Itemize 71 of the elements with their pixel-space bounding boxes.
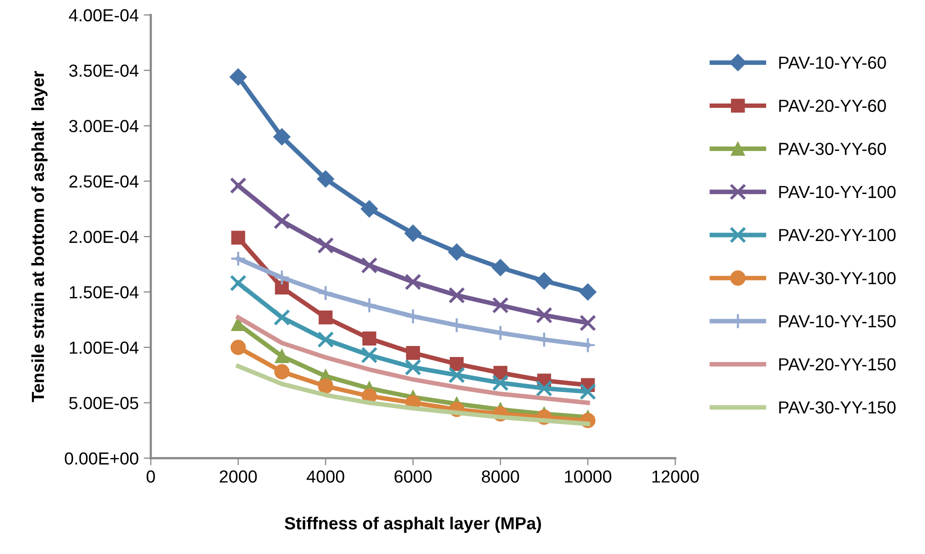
point — [448, 366, 466, 384]
point — [274, 280, 289, 294]
point — [579, 283, 596, 301]
point — [317, 331, 334, 348]
y-tick-label: 2.00E-04 — [69, 230, 138, 244]
legend-label: PAV-20-YY-60 — [779, 100, 886, 112]
legend-label: PAV-20-YY-150 — [779, 358, 896, 370]
point — [274, 309, 290, 326]
point — [404, 274, 422, 290]
point — [230, 274, 247, 292]
point — [406, 346, 420, 360]
point — [404, 224, 422, 242]
y-axis-title: Tensile strain at bottom of asphalt layer — [31, 71, 48, 402]
y-tick-label: 5.00E-05 — [69, 396, 138, 410]
point — [536, 380, 552, 397]
point — [274, 212, 290, 230]
line-series — [236, 315, 590, 405]
point — [448, 244, 466, 261]
point — [231, 317, 246, 332]
legend-label: PAV-30-YY-60 — [779, 142, 886, 156]
point — [274, 349, 289, 364]
legend-label: PAV-10-YY-60 — [779, 56, 886, 69]
point — [580, 383, 596, 400]
legend-label: PAV-30-YY-150 — [779, 401, 896, 414]
x-tick-label: 2000 — [220, 470, 257, 483]
legend-label: PAV-10-YY-100 — [779, 186, 896, 198]
point — [536, 272, 553, 290]
x-tick-label: 12000 — [652, 470, 699, 483]
y-tick-label: 3.50E-04 — [69, 64, 138, 77]
y-tick-label: 1.00E-04 — [70, 342, 138, 354]
x-tick-label: 0 — [146, 470, 155, 483]
point — [492, 259, 509, 276]
y-tick-label: 2.50E-04 — [69, 175, 138, 188]
x-tick-label: 8000 — [482, 470, 520, 483]
y-tick-label: 1.50E-04 — [70, 286, 138, 298]
x-tick-label: 10000 — [565, 470, 612, 483]
point — [230, 177, 247, 194]
point — [273, 128, 290, 146]
point — [360, 346, 378, 364]
point — [492, 296, 509, 314]
y-tick-label: 0.00E+00 — [64, 452, 138, 465]
point — [536, 306, 552, 324]
point — [274, 270, 290, 286]
x-tick-label: 4000 — [306, 470, 344, 483]
legend-label: PAV-10-YY-150 — [779, 315, 896, 328]
y-tick-label: 3.00E-04 — [69, 120, 138, 132]
point — [360, 200, 378, 218]
x-tick-label: 6000 — [394, 470, 432, 483]
point — [580, 314, 596, 332]
point — [361, 297, 378, 314]
point — [448, 317, 465, 334]
point — [404, 358, 422, 376]
point — [230, 340, 246, 355]
legend-label: PAV-30-YY-100 — [779, 272, 896, 284]
point — [318, 285, 334, 302]
point — [317, 170, 334, 188]
point — [231, 230, 246, 245]
point — [317, 237, 334, 254]
y-tick-label: 4.00E-04 — [68, 9, 138, 22]
point — [362, 332, 376, 346]
point — [230, 68, 247, 86]
legend-label: PAV-20-YY-100 — [779, 228, 896, 242]
point — [318, 378, 334, 394]
point — [318, 310, 333, 324]
point — [405, 308, 421, 324]
point — [448, 286, 466, 304]
point — [360, 257, 378, 274]
point — [230, 250, 246, 267]
point — [274, 364, 290, 380]
point — [492, 374, 509, 392]
x-axis-title: Stiffness of asphalt layer (MPa) — [284, 516, 541, 533]
